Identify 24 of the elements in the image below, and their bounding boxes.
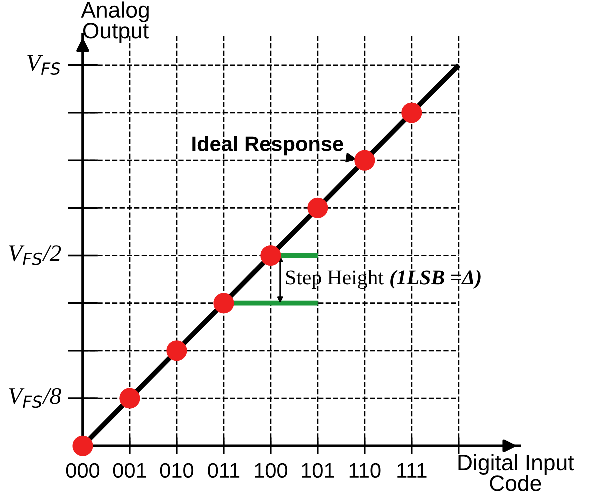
x-tick-label: 110: [350, 463, 381, 478]
x-tick-label: 100: [255, 463, 288, 478]
point: [308, 198, 328, 218]
x-tick-label: 001: [113, 463, 146, 478]
point: [166, 340, 188, 362]
ref-line-label: V$_{FS}$/8: [9, 388, 62, 408]
point: [72, 436, 94, 456]
x-tick-label: 111: [398, 464, 427, 478]
ref-line-label: V$_{FS}$: [28, 55, 61, 76]
x-tick-label: 101: [302, 463, 334, 478]
x-tick-label: 011: [208, 463, 240, 478]
point: [214, 293, 234, 314]
point: [120, 388, 140, 409]
annotation: Step Height: [286, 270, 384, 290]
point: [402, 102, 422, 124]
x-axis-title: Digital Input Code: [458, 454, 574, 492]
point: [354, 150, 376, 171]
annotation: (1LSB =Δ): [390, 270, 481, 289]
x-tick-label: 010: [160, 463, 194, 478]
ref-line-label: V$_{FS}$/2: [9, 246, 62, 266]
x-tick-label: 000: [66, 463, 100, 478]
point: [260, 245, 282, 266]
annotation: Ideal Response: [192, 136, 344, 156]
y-axis-title: Analog Output: [81, 2, 149, 44]
